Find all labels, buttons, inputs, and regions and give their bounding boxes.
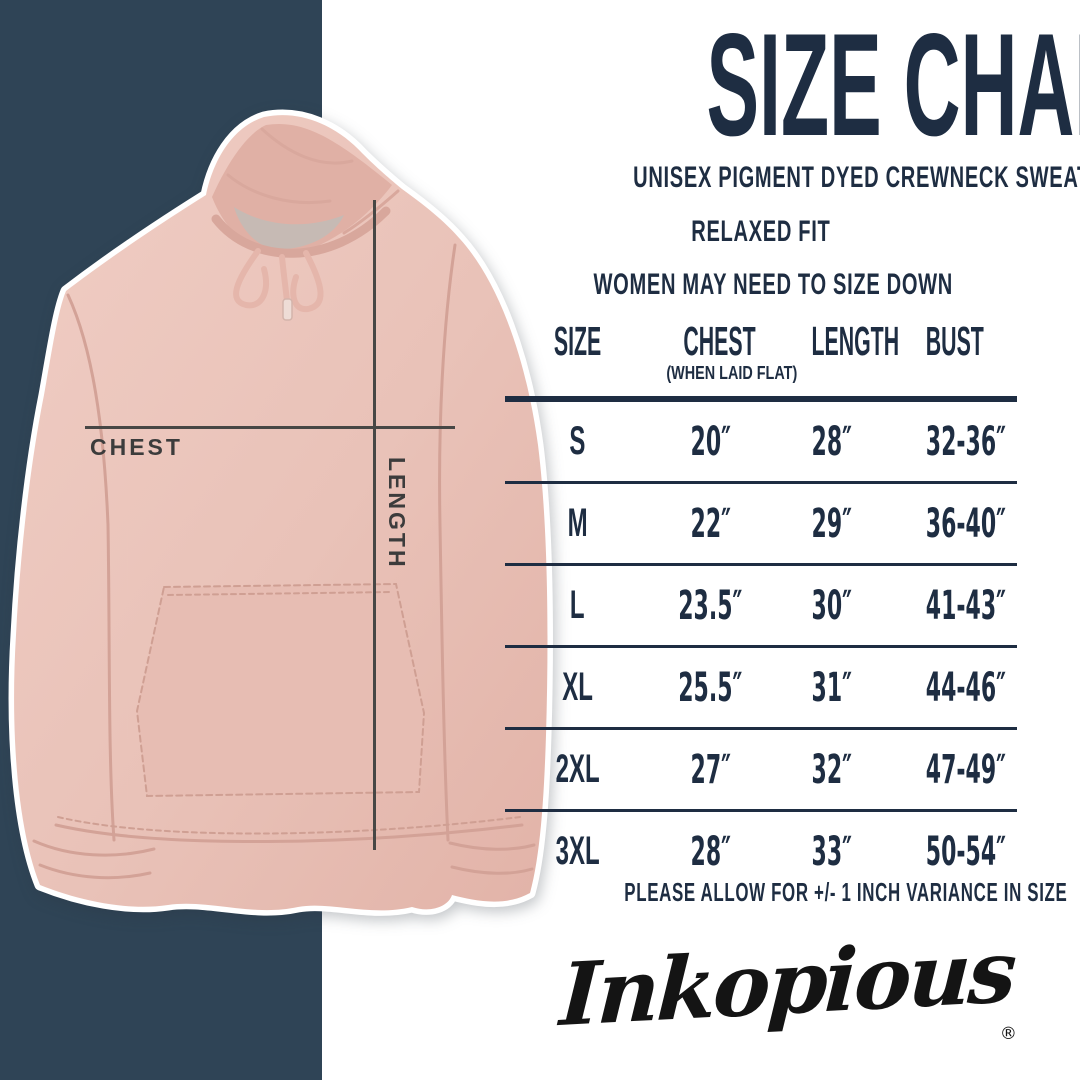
col-header-size: SIZE [553,318,602,364]
info-panel: SIZE CHART UNISEX PIGMENT DYED CREWNECK … [505,0,1080,1080]
cell-bust: 41-43″ [925,582,1007,629]
cell-chest: 27″ [690,746,731,793]
cell-length: 30″ [811,582,853,629]
cell-chest: 22″ [690,500,731,547]
neckline-band [211,206,391,258]
subtitle-sizing-note: WOMEN MAY NEED TO SIZE DOWN [593,268,953,301]
cell-size: 2XL [555,747,600,791]
hood-fleece-lining [234,207,344,250]
cell-chest: 20″ [690,418,731,465]
cell-bust: 44-46″ [925,664,1007,711]
length-measure-label: LENGTH [384,457,410,570]
cell-bust: 32-36″ [925,418,1007,465]
cell-size: S [569,419,586,463]
table-row: 3XL 28″ 33″ 50-54″ [505,812,1017,891]
brand-logo: Inkopious® [558,921,1017,1046]
hem-band-seam [54,823,524,843]
subtitle-fit: RELAXED FIT [691,215,831,248]
kangaroo-pocket [135,582,426,798]
col-header-bust: BUST [925,318,985,364]
table-row: M 22″ 29″ 36-40″ [505,484,1017,566]
cell-bust: 50-54″ [925,828,1007,875]
cell-chest: 25.5″ [678,664,743,711]
variance-footnote: PLEASE ALLOW FOR +/- 1 INCH VARIANCE IN … [624,877,1068,907]
col-header-chest: CHEST [683,318,756,364]
cell-chest: 23.5″ [678,582,743,629]
cell-bust: 47-49″ [925,746,1007,793]
right-cuff [448,841,536,875]
col-header-length: LENGTH [811,318,900,364]
chest-measure-line [85,426,455,429]
cell-length: 32″ [811,746,853,793]
table-row: XL 25.5″ 31″ 44-46″ [505,648,1017,730]
subtitle-product: UNISEX PIGMENT DYED CREWNECK SWEATSHIRT [633,161,1080,194]
left-sleeve-seam [66,293,116,842]
page-title: SIZE CHART [706,3,1080,166]
cell-length: 29″ [811,500,853,547]
drawstring-right-loop [290,250,324,313]
hem-stitching [57,816,521,835]
cell-length: 31″ [811,664,853,711]
table-header-row: SIZE CHEST LENGTH BUST [505,318,1017,364]
cell-size: L [570,583,585,627]
cell-length: 28″ [811,418,853,465]
pocket-stitching [167,591,393,596]
cell-size: 3XL [555,829,600,873]
table-row: 2XL 27″ 32″ 47-49″ [505,730,1017,812]
cell-length: 33″ [811,828,853,875]
left-cuff [32,839,156,880]
brand-logo-text: Inkopious [557,920,1017,1047]
chest-column-note: (WHEN LAID FLAT) [666,363,798,383]
length-measure-line [373,200,376,850]
table-row: S 20″ 28″ 32-36″ [505,402,1017,484]
table-row: L 23.5″ 30″ 41-43″ [505,566,1017,648]
cell-bust: 36-40″ [925,500,1007,547]
right-sleeve-seam [438,243,457,842]
registered-trademark-mark: ® [999,1024,1017,1044]
hoodie-photo [0,95,560,925]
cell-chest: 28″ [690,828,731,875]
chest-measure-label: CHEST [90,434,183,460]
cell-size: M [567,501,588,545]
drawstring-left-loop [233,248,269,309]
drawstring-aglet [282,298,293,321]
size-table: S 20″ 28″ 32-36″ M 22″ 29″ 36-40″ L 23.5… [505,396,1017,891]
cell-size: XL [562,665,593,709]
hood-fold-lines [226,127,400,235]
